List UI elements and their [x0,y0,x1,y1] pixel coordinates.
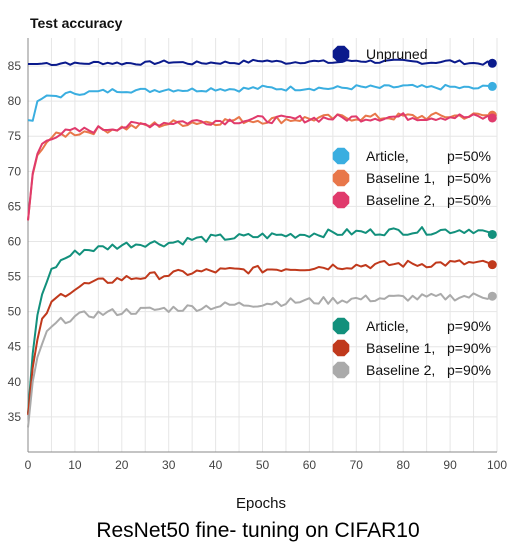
y-tick-label: 60 [8,234,22,248]
series-line-baseline2_50 [27,112,493,221]
x-tick-label: 80 [397,458,411,472]
legend-marker-baseline1_90 [332,339,350,357]
axes: 35 40 45 50 55 60 65 70 75 80 85 0 10 20 30 40 50 60 70 80 9… [8,38,507,472]
legend-p-label: p=90% [447,340,491,356]
legend-marker-baseline1_50 [332,169,350,187]
series-line-baseline2_90 [27,292,493,428]
x-tick-label: 10 [68,458,82,472]
series-endpoint-baseline2_50 [487,113,497,123]
legend-p-label: p=50% [447,148,491,164]
x-axis-label: Epochs [236,495,286,512]
series-lines [27,58,497,428]
x-tick-label: 60 [303,458,317,472]
y-tick-label: 70 [8,164,22,178]
series-line-unpruned [28,58,493,66]
legend-p-label: p=50% [447,192,491,208]
chart-title: ResNet50 fine- tuning on CIFAR10 [96,519,419,542]
series-line-article90 [27,226,493,414]
legend-marker-article50 [332,147,350,165]
y-tick-label: 75 [8,129,22,143]
legend-label: Article, [366,148,409,164]
legend-box-2: Article, p=90% Baseline 1, p=90% Baseline 2,… [332,317,491,379]
x-tick-label: 70 [350,458,364,472]
series-endpoint-baseline2_90 [487,291,497,301]
x-tick-label: 40 [209,458,223,472]
x-tick-label: 20 [115,458,129,472]
y-tick-label: 55 [8,270,22,284]
x-tick-label: 90 [443,458,457,472]
series-line-article50 [27,83,493,122]
series-endpoint-unpruned [487,58,497,68]
y-tick-label: 45 [8,340,22,354]
y-tick-label: 50 [8,305,22,319]
legend-marker-baseline2_90 [332,361,350,379]
legend-label: Article, [366,318,409,334]
series-line-baseline1_90 [27,259,493,415]
series-endpoint-article50 [487,81,497,91]
legend-label: Baseline 1, [366,340,435,356]
series-line-baseline1_50 [27,111,493,221]
legend-p-label: p=90% [447,318,491,334]
legend-marker-article90 [332,317,350,335]
series-endpoint-article90 [487,229,497,239]
legend-marker-unpruned [332,45,350,63]
legend-label: Unpruned [366,46,428,62]
x-tick-label: 100 [487,458,507,472]
legend-label: Baseline 2, [366,362,435,378]
legend-p-label: p=50% [447,170,491,186]
x-tick-label: 0 [25,458,32,472]
legend-label: Baseline 1, [366,170,435,186]
y-tick-label: 65 [8,199,22,213]
legend-marker-baseline2_50 [332,191,350,209]
legend-box-0: Unpruned [332,45,428,63]
y-tick-label: 85 [8,59,22,73]
grid [27,38,498,452]
y-tick-label: 80 [8,94,22,108]
x-tick-label: 50 [256,458,270,472]
y-axis-label: Test accuracy [30,15,123,31]
legend-p-label: p=90% [447,362,491,378]
series-endpoint-baseline1_90 [487,260,497,270]
y-tick-label: 40 [8,375,22,389]
y-tick-label: 35 [8,410,22,424]
legend-box-1: Article, p=50% Baseline 1, p=50% Baseline 2,… [332,147,491,209]
legends: Unpruned Article, p=50% Baseline 1, p=50% Bas… [332,45,491,379]
x-tick-label: 30 [162,458,176,472]
legend-label: Baseline 2, [366,192,435,208]
